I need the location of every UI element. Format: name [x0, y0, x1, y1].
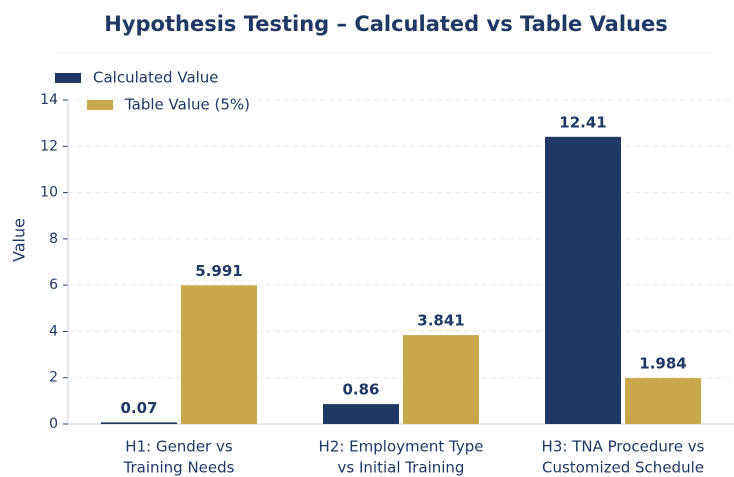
legend-label: Table Value (5%): [124, 96, 250, 114]
x-tick-label: Training Needs: [123, 459, 235, 477]
y-tick-label: 2: [49, 370, 58, 386]
x-tick-label: H1: Gender vs: [125, 438, 233, 456]
chart-title: Hypothesis Testing – Calculated vs Table…: [104, 12, 668, 36]
y-tick-label: 14: [40, 92, 58, 108]
y-tick-label: 4: [49, 323, 58, 339]
bar: [545, 136, 621, 424]
data-label: 12.41: [559, 113, 606, 131]
data-label: 1.984: [639, 355, 686, 373]
x-tick-label: H2: Employment Type: [319, 438, 484, 456]
legend-swatch: [87, 100, 113, 110]
y-tick-label: 10: [40, 185, 58, 201]
bar: [101, 422, 177, 424]
bar: [403, 335, 479, 424]
x-tick-label: vs Initial Training: [338, 459, 465, 477]
y-axis-label: Value: [10, 218, 29, 262]
y-tick-label: 0: [49, 416, 58, 432]
bar: [181, 285, 257, 424]
data-label: 3.841: [417, 312, 464, 330]
legend-swatch: [55, 73, 81, 83]
x-tick-label: Customized Schedule: [542, 459, 704, 477]
data-label: 0.07: [120, 399, 157, 417]
data-label: 5.991: [195, 262, 242, 280]
y-tick-label: 6: [49, 277, 58, 293]
y-tick-label: 8: [49, 231, 58, 247]
bar: [323, 404, 399, 424]
data-label: 0.86: [342, 381, 379, 399]
bar: [625, 378, 701, 424]
y-tick-label: 12: [40, 138, 58, 154]
x-tick-label: H3: TNA Procedure vs: [542, 438, 705, 456]
legend-label: Calculated Value: [93, 69, 219, 87]
